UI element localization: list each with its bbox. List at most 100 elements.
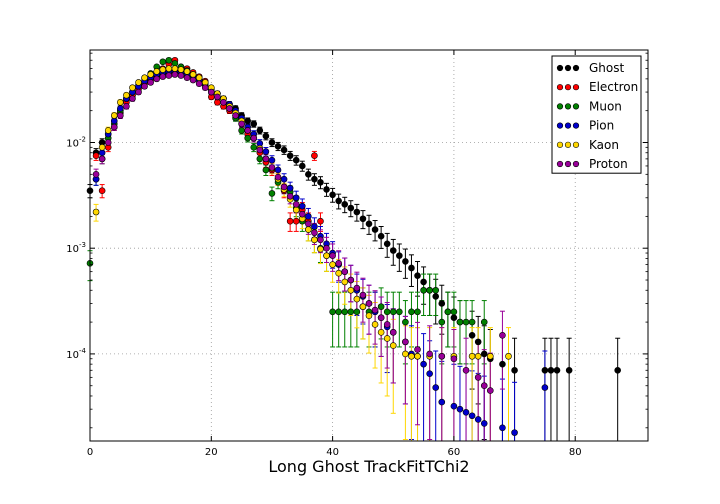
ghost-point [323,186,330,193]
ghost-point [280,146,288,154]
ghost-point [365,220,373,228]
legend-marker-proton [572,160,580,168]
kaon-point [311,236,318,244]
proton-point [268,164,276,171]
pion-point [292,194,300,202]
muon-point [426,286,433,294]
kaon-point [123,91,130,99]
ghost-point [565,366,573,374]
proton-point [141,83,148,90]
muon-point [268,190,276,197]
kaon-point [389,342,397,349]
muon-point [438,318,446,326]
ghost-point [377,232,385,240]
muon-point [383,308,391,316]
kaon-point [359,303,367,310]
kaon-point [329,261,336,268]
legend-marker-pion [564,122,572,129]
kaon-point [383,335,391,342]
muon-point [341,308,349,316]
proton-point [201,84,209,91]
electron-point [214,99,221,106]
proton-point [183,74,191,82]
proton-point [177,72,185,79]
ghost-point [305,171,312,178]
proton-point [117,112,124,119]
kaon-point [165,65,173,72]
legend-marker-proton [564,160,572,168]
muon-point [432,286,440,294]
pion-point [426,370,433,377]
ghost-point [359,215,367,223]
y-tick-label: 10-3 [66,241,86,255]
pion-point [468,412,476,420]
proton-point [462,366,470,374]
x-tick-label: 0 [87,447,93,458]
x-tick-label: 60 [448,447,461,458]
ghost-point [250,120,258,128]
proton-point [262,155,270,163]
muon-point [347,308,355,316]
pion-point [117,105,124,112]
muon-point [335,308,342,316]
proton-point [359,291,367,299]
proton-point [450,355,458,363]
kaon-point [141,74,148,82]
proton-point [110,123,118,131]
ghost-point [480,350,488,358]
pion-point [511,429,518,436]
pion-point [98,149,106,157]
electron-point [292,217,300,225]
pion-point [474,416,482,423]
ghost-point [383,240,391,248]
ghost-point [474,338,482,346]
legend-marker-muon [556,103,564,110]
plot-frame [89,49,649,442]
kaon-point [414,352,421,360]
ghost-point [262,132,270,140]
pion-point [268,156,276,164]
ghost-point [286,152,294,160]
ghost-point [292,156,300,164]
proton-point [335,259,342,267]
pion-point [298,202,306,210]
proton-point [98,155,106,163]
proton-point [189,76,197,84]
ghost-point [317,179,324,186]
proton-point [256,146,264,154]
ghost-point [335,197,342,205]
proton-point [286,192,294,200]
ghost-point [553,366,561,374]
ghost-point [353,208,361,216]
kaon-point [365,312,373,319]
kaon-point [353,295,361,303]
legend-marker-muon [564,103,572,110]
ghost-point [396,252,403,259]
proton-point [329,252,336,259]
kaon-point [505,352,512,360]
kaon-point [183,68,191,75]
proton-point [165,72,173,79]
legend-label-ghost: Ghost [589,61,624,75]
muon-point [250,144,258,151]
muon-point [353,308,361,316]
muon-point [408,308,415,316]
ghost-point [408,264,415,272]
proton-point [153,75,161,83]
pion-point [480,420,488,427]
proton-point [250,134,258,142]
pion-point [420,360,427,368]
kaon-point [195,74,203,82]
kaon-point [468,352,476,360]
muon-point [159,58,167,66]
ghost-point [244,117,251,125]
legend-box [551,55,642,174]
proton-point [104,139,112,146]
muon-point [480,318,488,326]
pion-point [262,148,270,155]
kaon-point [135,79,142,86]
kaon-point [177,66,185,73]
muon-point [165,56,173,64]
kaon-point [305,226,312,233]
legend-label-proton: Proton [589,157,628,171]
